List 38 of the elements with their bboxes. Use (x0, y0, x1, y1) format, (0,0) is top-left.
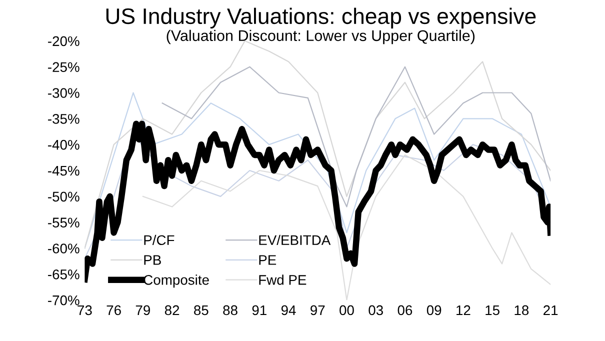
y-tick-label: -35% (48, 114, 80, 124)
y-tick-label: -20% (48, 36, 80, 46)
line-series (162, 66, 551, 208)
y-tick-label: -55% (48, 218, 80, 228)
x-tick-label: 09 (426, 305, 442, 316)
x-tick-label: 88 (223, 305, 238, 316)
y-tick-label: -65% (48, 270, 80, 280)
y-tick-label: -70% (48, 295, 80, 306)
y-tick-label: -60% (48, 244, 80, 254)
line-series (142, 154, 551, 300)
x-tick-label: 79 (136, 305, 150, 316)
y-tick-label: -45% (48, 166, 80, 176)
x-tick-label: 18 (514, 305, 529, 316)
x-tick-label: 21 (544, 305, 558, 316)
y-tick-label: -50% (48, 192, 80, 202)
chart-title: US Industry Valuations: cheap vs expensive (106, 8, 536, 28)
x-tick-label: 76 (106, 305, 121, 316)
legend-label: Composite (144, 274, 209, 288)
legend-label: P/CF (144, 234, 174, 246)
chart-subtitle: (Valuation Discount: Lower vs Upper Quartile) (166, 30, 475, 44)
x-tick-label: 85 (194, 305, 208, 316)
x-tick-label: 91 (252, 305, 266, 316)
x-tick-label: 12 (456, 305, 470, 316)
legend-label: PE (259, 255, 276, 265)
legend-label: EV/EBITDA (259, 234, 331, 246)
x-tick-label: 06 (398, 305, 412, 316)
legend-label: Fwd PE (259, 274, 306, 285)
y-tick-label: -25% (48, 62, 80, 72)
x-tick-label: 73 (78, 305, 92, 316)
x-tick-label: 97 (310, 305, 325, 316)
x-tick-label: 82 (164, 305, 180, 316)
x-tick-label: 00 (340, 305, 354, 316)
y-tick-label: -30% (48, 88, 80, 98)
legend-label: PB (144, 255, 161, 265)
x-tick-label: 94 (281, 305, 296, 316)
x-tick-label: 03 (368, 305, 383, 316)
x-tick-label: 15 (486, 305, 500, 316)
y-tick-label: -40% (48, 140, 80, 150)
